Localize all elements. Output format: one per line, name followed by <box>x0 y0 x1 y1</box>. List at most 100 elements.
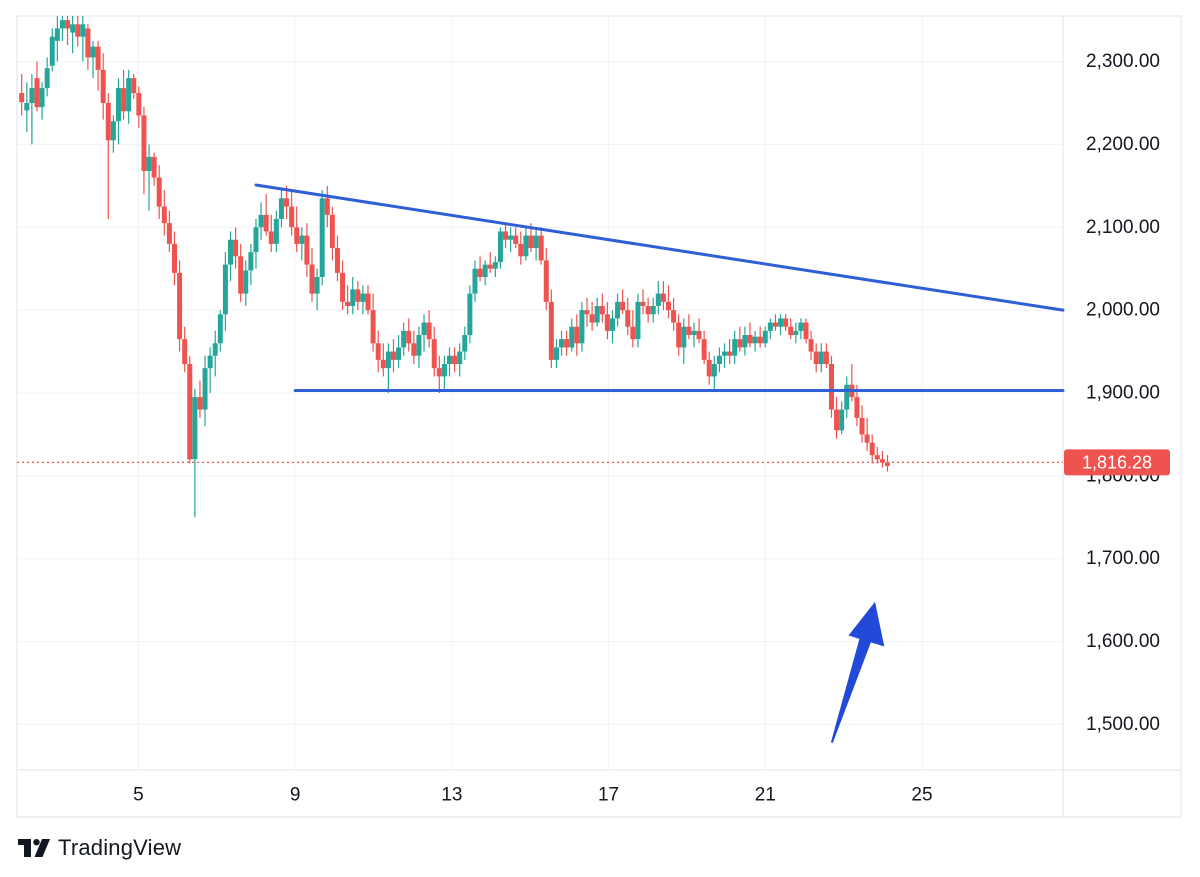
candle-body <box>778 318 784 327</box>
candle <box>192 388 198 518</box>
candle-body <box>727 351 733 356</box>
candle <box>289 190 295 236</box>
candle-body <box>874 455 880 460</box>
candle <box>559 330 565 356</box>
candle <box>90 40 96 79</box>
candle-body <box>324 198 330 215</box>
candle-body <box>411 343 417 356</box>
candle-body <box>706 359 712 377</box>
candle-body <box>100 69 106 103</box>
candle <box>798 318 804 340</box>
candle-body <box>523 235 529 257</box>
candle-body <box>171 243 177 273</box>
candle-body <box>854 397 860 418</box>
candle-body <box>447 355 453 364</box>
candle-body <box>671 310 677 323</box>
candle-body <box>660 293 666 302</box>
candle <box>808 330 814 360</box>
candle <box>503 223 509 248</box>
candle <box>772 314 778 331</box>
candle <box>574 314 580 356</box>
candle-body <box>609 318 615 331</box>
candle <box>665 285 671 319</box>
candle <box>711 355 717 389</box>
candle-body <box>299 235 305 244</box>
candle <box>553 339 559 369</box>
candle-body <box>676 322 682 348</box>
candle <box>579 301 585 352</box>
price-tick-label: 1,500.00 <box>1086 714 1160 735</box>
candle <box>732 330 738 364</box>
candle <box>59 16 65 41</box>
candle <box>828 355 834 418</box>
candle-body <box>594 306 600 323</box>
candle <box>401 322 407 356</box>
candle-body <box>278 198 284 219</box>
candle <box>126 69 132 124</box>
candle-body <box>701 339 707 360</box>
candle-body <box>29 88 35 103</box>
candle-body <box>19 93 25 103</box>
candle-body <box>879 459 885 463</box>
candle <box>472 260 478 302</box>
candle-body <box>243 270 249 294</box>
candle <box>497 227 503 269</box>
candle <box>146 144 152 211</box>
candle <box>233 227 239 269</box>
time-tick-label: 17 <box>598 785 619 806</box>
candle <box>329 206 335 261</box>
candle-body <box>823 351 829 364</box>
candle-body <box>406 330 412 344</box>
candle <box>727 339 733 364</box>
candle-body <box>528 235 534 248</box>
candle-body <box>503 231 509 240</box>
candle <box>166 210 172 253</box>
candle-body <box>472 268 478 294</box>
candle-body <box>599 306 605 315</box>
time-tick-label: 5 <box>133 785 144 806</box>
candle <box>110 115 116 153</box>
candle <box>360 285 366 315</box>
candle <box>447 347 453 377</box>
candle <box>462 326 468 360</box>
candle-body <box>757 336 763 344</box>
candle-body <box>681 326 687 348</box>
candle-body <box>839 409 845 431</box>
candle <box>431 326 437 377</box>
candle <box>548 289 554 369</box>
candle-body <box>44 68 50 89</box>
drawings <box>254 183 1065 743</box>
candle-body <box>737 339 743 348</box>
candle-body <box>212 343 218 356</box>
candle-body <box>192 397 198 460</box>
time-tick-label: 13 <box>441 785 462 806</box>
candle <box>742 326 748 356</box>
candle <box>874 446 880 464</box>
candle-body <box>319 198 325 277</box>
candle-body <box>589 314 595 323</box>
candle-body <box>579 310 585 344</box>
candle <box>345 285 351 315</box>
candle-body <box>722 351 728 356</box>
candle <box>696 318 702 344</box>
candle <box>151 152 157 186</box>
candle-body <box>818 351 824 364</box>
candle <box>29 74 35 145</box>
candle <box>370 293 376 352</box>
candle <box>228 231 234 282</box>
candle <box>650 297 656 323</box>
candle-body <box>844 384 850 410</box>
price-tick-label: 1,600.00 <box>1086 631 1160 652</box>
candle <box>818 343 824 373</box>
candle-body <box>732 339 738 356</box>
candle-body <box>370 310 376 344</box>
candle <box>177 260 183 352</box>
candle <box>258 202 264 240</box>
tradingview-brand[interactable]: TradingView <box>18 834 181 862</box>
candle <box>523 227 529 261</box>
candle <box>355 281 361 311</box>
candle-body <box>187 364 193 460</box>
candle <box>543 248 549 311</box>
candle <box>416 326 422 369</box>
